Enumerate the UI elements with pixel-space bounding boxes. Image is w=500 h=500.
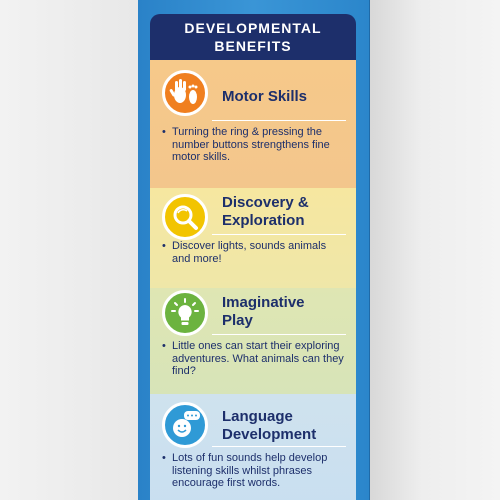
section-title-line-1: Language: [222, 408, 293, 425]
divider: [212, 446, 346, 447]
section-language: Language Development Lots of fun sounds …: [150, 394, 356, 500]
section-description: Lots of fun sounds help develop listenin…: [162, 452, 344, 490]
speech-face-icon: [162, 402, 208, 448]
section-description: Discover lights, sounds animals and more…: [162, 240, 344, 265]
background-right: [370, 0, 500, 500]
divider: [212, 234, 346, 235]
benefits-panel: DEVELOPMENTAL BENEFITS Motor Skills Turn…: [150, 14, 356, 500]
section-title-line-2: Play: [222, 312, 253, 329]
section-title: Motor Skills: [222, 88, 308, 105]
magnifier-icon: [162, 194, 208, 240]
section-title-line-1: Discovery &: [222, 194, 309, 211]
header-line-2: BENEFITS: [214, 38, 292, 54]
divider: [212, 120, 346, 121]
header-line-1: DEVELOPMENTAL: [184, 20, 322, 36]
divider: [212, 334, 346, 335]
section-motor-skills: Motor Skills Turning the ring & pressing…: [150, 60, 356, 188]
section-discovery: Discovery & Exploration Discover lights,…: [150, 188, 356, 288]
background-left: [0, 0, 138, 500]
section-title-line-2: Exploration: [222, 212, 305, 229]
section-description: Turning the ring & pressing the number b…: [162, 126, 344, 164]
hand-foot-icon: [162, 70, 208, 116]
section-title-line-1: Imaginative: [222, 294, 305, 311]
section-title-line-2: Development: [222, 426, 317, 443]
lightbulb-icon: [162, 290, 208, 336]
section-description: Little ones can start their exploring ad…: [162, 340, 344, 378]
panel-header: DEVELOPMENTAL BENEFITS: [150, 14, 356, 60]
section-imaginative-play: Imaginative Play Little ones can start t…: [150, 288, 356, 394]
